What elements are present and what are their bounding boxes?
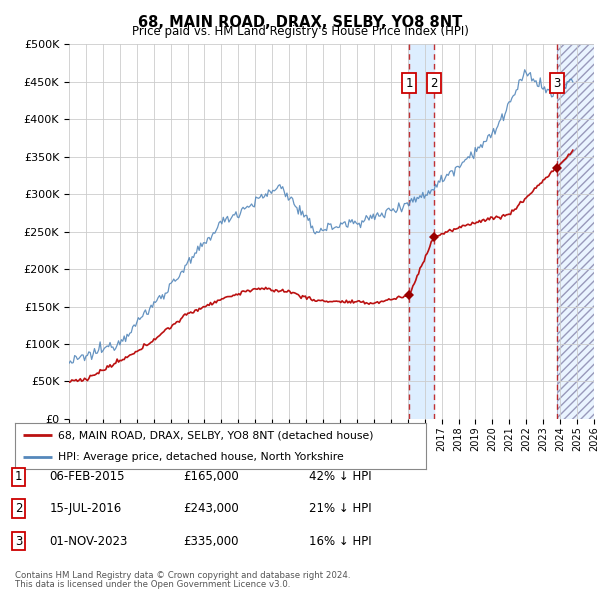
Text: 3: 3: [15, 535, 22, 548]
Text: £165,000: £165,000: [183, 470, 239, 483]
Text: £243,000: £243,000: [183, 502, 239, 515]
Text: HPI: Average price, detached house, North Yorkshire: HPI: Average price, detached house, Nort…: [58, 451, 344, 461]
Text: 21% ↓ HPI: 21% ↓ HPI: [309, 502, 371, 515]
Text: 2: 2: [15, 502, 23, 515]
Bar: [409, 44, 434, 419]
Text: 3: 3: [554, 77, 561, 90]
Text: 68, MAIN ROAD, DRAX, SELBY, YO8 8NT (detached house): 68, MAIN ROAD, DRAX, SELBY, YO8 8NT (det…: [58, 431, 374, 441]
Text: £335,000: £335,000: [183, 535, 239, 548]
Text: Price paid vs. HM Land Registry's House Price Index (HPI): Price paid vs. HM Land Registry's House …: [131, 25, 469, 38]
Text: 06-FEB-2015: 06-FEB-2015: [49, 470, 125, 483]
Text: 68, MAIN ROAD, DRAX, SELBY, YO8 8NT: 68, MAIN ROAD, DRAX, SELBY, YO8 8NT: [138, 15, 462, 30]
Text: Contains HM Land Registry data © Crown copyright and database right 2024.: Contains HM Land Registry data © Crown c…: [15, 571, 350, 580]
Bar: [557, 44, 600, 419]
Text: 42% ↓ HPI: 42% ↓ HPI: [309, 470, 371, 483]
Bar: [557, 44, 600, 419]
Text: 01-NOV-2023: 01-NOV-2023: [49, 535, 128, 548]
Text: This data is licensed under the Open Government Licence v3.0.: This data is licensed under the Open Gov…: [15, 579, 290, 589]
Text: 2: 2: [430, 77, 437, 90]
Text: 1: 1: [406, 77, 413, 90]
Text: 1: 1: [15, 470, 23, 483]
Text: 15-JUL-2016: 15-JUL-2016: [49, 502, 121, 515]
Text: 16% ↓ HPI: 16% ↓ HPI: [309, 535, 371, 548]
